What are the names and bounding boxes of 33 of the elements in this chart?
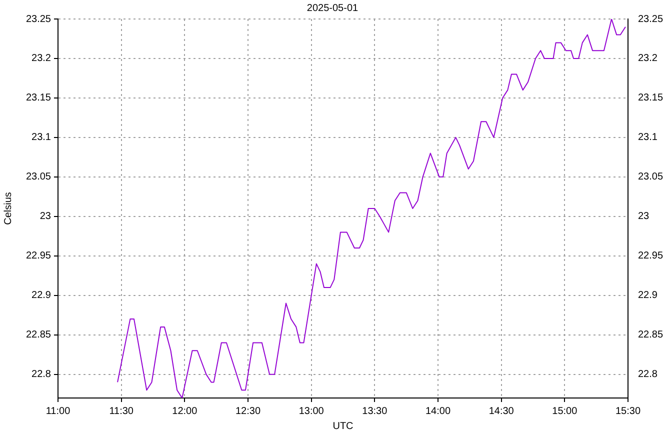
x-tick-label: 11:30 (109, 406, 134, 417)
x-tick-label: 14:30 (488, 406, 514, 417)
y-tick-label: 22.85 (26, 330, 52, 341)
y-tick-label: 23.15 (26, 92, 52, 104)
y-tick-label: 23.05 (26, 172, 52, 183)
y-tick-label: 23.2 (32, 53, 52, 64)
x-tick-label: 15:00 (552, 406, 578, 417)
x-tick-label: 13:30 (362, 406, 388, 417)
x-tick-label: 13:00 (298, 406, 324, 417)
y-tick-label: 22.8 (32, 369, 52, 380)
y2-tick-label: 22.9 (638, 290, 658, 302)
y-tick-label: 22.95 (26, 250, 52, 262)
x-tick-label: 14:00 (425, 406, 451, 417)
y2-tick-label: 23 (638, 211, 650, 222)
x-tick-label: 12:30 (235, 406, 261, 417)
y2-tick-label: 23.2 (638, 53, 658, 64)
y2-tick-label: 23.05 (638, 172, 664, 183)
y2-tick-label: 23.25 (638, 14, 664, 25)
y2-tick-label: 22.95 (638, 250, 664, 262)
x-tick-label: 11:00 (46, 406, 71, 417)
x-tick-label: 12:00 (172, 406, 198, 417)
chart-title: 2025-05-01 (306, 2, 359, 14)
x-axis-title: UTC (332, 420, 354, 432)
y2-tick-label: 22.8 (638, 369, 658, 380)
y-axis-title: Celsius (2, 192, 14, 225)
x-tick-label: 15:30 (615, 406, 641, 417)
y2-tick-label: 22.85 (638, 330, 664, 341)
y-tick-label: 23.25 (26, 14, 52, 25)
y2-tick-label: 23.15 (638, 92, 664, 104)
y-tick-label: 23.1 (32, 132, 52, 144)
y-tick-label: 22.9 (32, 290, 52, 302)
y-tick-label: 23 (40, 211, 52, 222)
y2-tick-label: 23.1 (638, 132, 658, 144)
